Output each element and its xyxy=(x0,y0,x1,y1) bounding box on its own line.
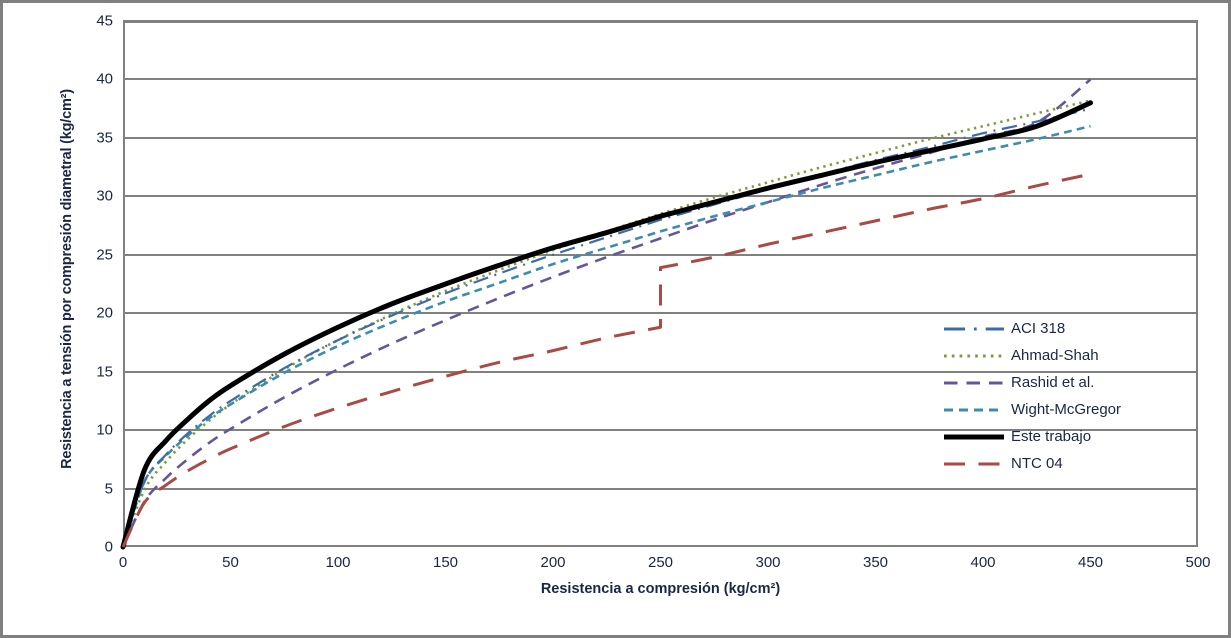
legend-item-ahmad-shah[interactable]: Ahmad-Shah xyxy=(943,342,1223,369)
legend-label: Wight-McGregor xyxy=(1011,401,1122,418)
series-line-wight-mcgregor xyxy=(121,124,1091,548)
x-axis-tick-label: 350 xyxy=(862,554,889,571)
y-axis-tick-label: 25 xyxy=(96,246,113,264)
gridline xyxy=(123,136,1198,139)
x-axis-tick-label: 100 xyxy=(325,554,351,571)
y-axis-tick-labels: 0 5 10 15 20 25 30 35 40 45 xyxy=(65,3,113,635)
legend-swatch-icon xyxy=(943,375,1005,391)
plot-area xyxy=(120,20,1198,550)
plot-border-bottom xyxy=(123,545,1198,547)
series-line-este-trabajo xyxy=(120,100,1093,550)
gridline xyxy=(123,20,1198,22)
y-axis-tick-label: 10 xyxy=(96,421,113,439)
x-axis-tick-label: 150 xyxy=(432,554,459,571)
legend-item-wight-mcgregor[interactable]: Wight-McGregor xyxy=(943,396,1223,423)
legend-swatch-icon xyxy=(943,402,1005,418)
gridline xyxy=(123,370,1198,373)
y-axis-tick-label: 5 xyxy=(104,480,113,498)
x-axis-tick-label: 300 xyxy=(755,554,781,571)
legend-label: Ahmad-Shah xyxy=(1011,347,1099,364)
gridline xyxy=(123,487,1198,490)
chart-legend: ACI 318 Ahmad-Shah Rashid et al. Wight-McGr… xyxy=(943,315,1223,477)
y-axis-tick-label: 30 xyxy=(96,187,113,205)
legend-item-ntc-04[interactable]: NTC 04 xyxy=(943,450,1223,477)
x-axis-tick-label: 450 xyxy=(1077,554,1104,571)
series-line-rashid-et-al xyxy=(121,78,1092,548)
legend-item-rashid-et-al[interactable]: Rashid et al. xyxy=(943,369,1223,396)
legend-swatch-icon xyxy=(943,321,1005,337)
gridline xyxy=(123,312,1198,315)
legend-label: ACI 318 xyxy=(1011,320,1066,337)
series-layer xyxy=(120,78,1093,550)
legend-swatch-icon xyxy=(943,456,1005,472)
plot-border-right xyxy=(1196,21,1198,547)
legend-swatch-icon xyxy=(943,429,1005,445)
series-line-ahmad-shah xyxy=(121,99,1091,548)
x-axis-tick-label: 400 xyxy=(970,554,996,571)
x-axis-tick-label: 50 xyxy=(222,554,239,571)
x-axis-tick-label: 200 xyxy=(540,554,566,571)
legend-label: Este trabajo xyxy=(1011,428,1092,445)
legend-item-aci-318[interactable]: ACI 318 xyxy=(943,315,1223,342)
series-line-aci-318 xyxy=(121,107,1091,548)
y-axis-tick-label: 35 xyxy=(96,129,113,147)
x-axis-tick-label: 500 xyxy=(1185,554,1211,571)
gridline xyxy=(123,195,1198,198)
gridline xyxy=(123,253,1198,256)
legend-label: NTC 04 xyxy=(1011,455,1063,472)
legend-item-este-trabajo[interactable]: Este trabajo xyxy=(943,423,1223,450)
y-axis-tick-label: 15 xyxy=(96,363,113,381)
x-axis-tick-label: 250 xyxy=(647,554,674,571)
gridline xyxy=(123,429,1198,432)
y-axis-tick-label: 40 xyxy=(96,70,113,88)
y-axis-tick-label: 45 xyxy=(96,12,113,30)
legend-swatch-icon xyxy=(943,348,1005,364)
gridline xyxy=(123,78,1198,81)
y-axis-tick-label: 20 xyxy=(96,304,113,322)
plot-border-left xyxy=(123,21,125,547)
legend-label: Rashid et al. xyxy=(1011,374,1095,391)
plot-border-top xyxy=(123,21,1198,23)
series-line-ntc-04 xyxy=(121,172,1091,548)
x-axis-tick-label: 0 xyxy=(118,554,128,571)
y-axis-tick-label: 0 xyxy=(104,538,113,556)
x-axis-title: Resistencia a compresión (kg/cm²) xyxy=(540,581,781,597)
